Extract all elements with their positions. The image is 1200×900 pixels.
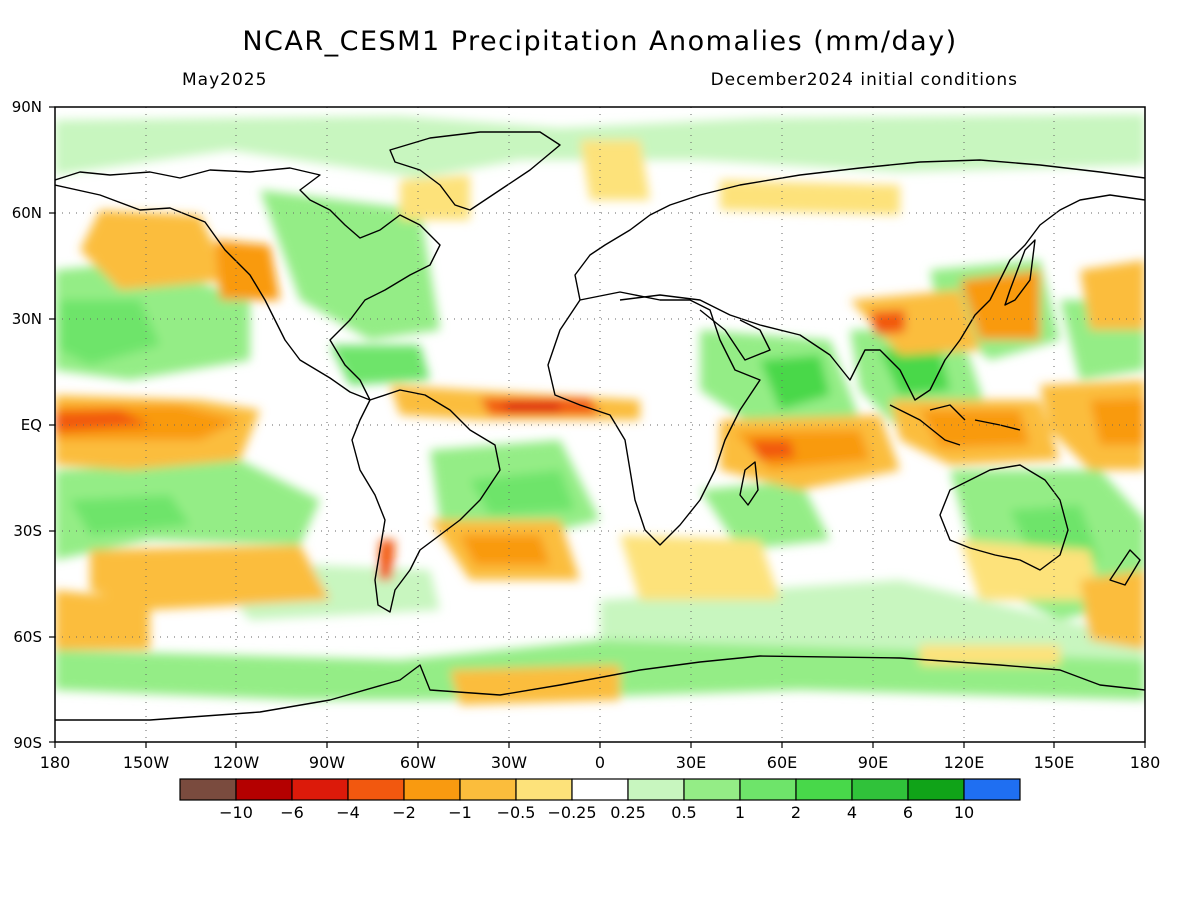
lat-label-60n: 60N xyxy=(12,204,42,222)
colorbar-swatch xyxy=(235,778,293,801)
lon-label-180e: 180 xyxy=(1130,753,1161,772)
colorbar-swatch xyxy=(795,778,853,801)
map-title: NCAR_CESM1 Precipitation Anomalies (mm/d… xyxy=(242,26,958,57)
colorbar-label: 0.5 xyxy=(671,803,696,822)
colorbar-label: −4 xyxy=(336,803,360,822)
colorbar-label: 6 xyxy=(903,803,913,822)
colorbar-swatch xyxy=(347,778,405,801)
colorbar-swatch xyxy=(627,778,685,801)
colorbar-swatch xyxy=(515,778,573,801)
colorbar: −10 −6 −4 −2 −1 −0.5 −0.25 0.25 0.5 1 2 4 6 10 xyxy=(179,778,1021,822)
lon-label-90e: 90E xyxy=(858,753,888,772)
lon-label-0: 0 xyxy=(595,753,605,772)
colorbar-swatch xyxy=(571,778,629,801)
lon-label-60w: 60W xyxy=(400,753,436,772)
colorbar-label: −6 xyxy=(280,803,304,822)
coastlines xyxy=(55,131,1145,721)
colorbar-swatch xyxy=(683,778,741,801)
lat-label-90n: 90N xyxy=(12,98,42,116)
colorbar-label: 10 xyxy=(954,803,974,822)
lon-label-180w: 180 xyxy=(40,753,71,772)
colorbar-swatch xyxy=(459,778,517,801)
colorbar-label: 1 xyxy=(735,803,745,822)
colorbar-label: 0.25 xyxy=(610,803,646,822)
lat-label-90s: 90S xyxy=(13,734,42,752)
lon-label-60e: 60E xyxy=(767,753,797,772)
init-conditions-label: December2024 initial conditions xyxy=(710,70,1018,90)
lon-label-120e: 120E xyxy=(944,753,985,772)
graticule xyxy=(55,107,1145,742)
axis-ticks xyxy=(49,106,1146,748)
lon-label-150e: 150E xyxy=(1034,753,1075,772)
lat-label-30n: 30N xyxy=(12,310,42,328)
lat-label-60s: 60S xyxy=(13,628,42,646)
lat-label-30s: 30S xyxy=(13,522,42,540)
colorbar-label: −0.25 xyxy=(547,803,596,822)
colorbar-label: −10 xyxy=(219,803,253,822)
colorbar-label: −0.5 xyxy=(497,803,536,822)
colorbar-swatch xyxy=(851,778,909,801)
colorbar-label: −1 xyxy=(448,803,472,822)
colorbar-label: −2 xyxy=(392,803,416,822)
colorbar-label: 4 xyxy=(847,803,857,822)
lon-label-30w: 30W xyxy=(491,753,527,772)
lon-label-150w: 150W xyxy=(123,753,170,772)
colorbar-swatch xyxy=(179,778,237,801)
lon-label-120w: 120W xyxy=(213,753,260,772)
anomaly-field xyxy=(55,107,1145,742)
colorbar-swatch xyxy=(907,778,965,801)
colorbar-swatch xyxy=(739,778,797,801)
lon-label-30e: 30E xyxy=(676,753,706,772)
lon-label-90w: 90W xyxy=(309,753,345,772)
valid-month-label: May2025 xyxy=(182,70,268,90)
colorbar-label: 2 xyxy=(791,803,801,822)
lat-label-eq: EQ xyxy=(21,416,42,434)
colorbar-swatch xyxy=(963,778,1021,801)
colorbar-swatch xyxy=(291,778,349,801)
colorbar-swatch xyxy=(403,778,461,801)
